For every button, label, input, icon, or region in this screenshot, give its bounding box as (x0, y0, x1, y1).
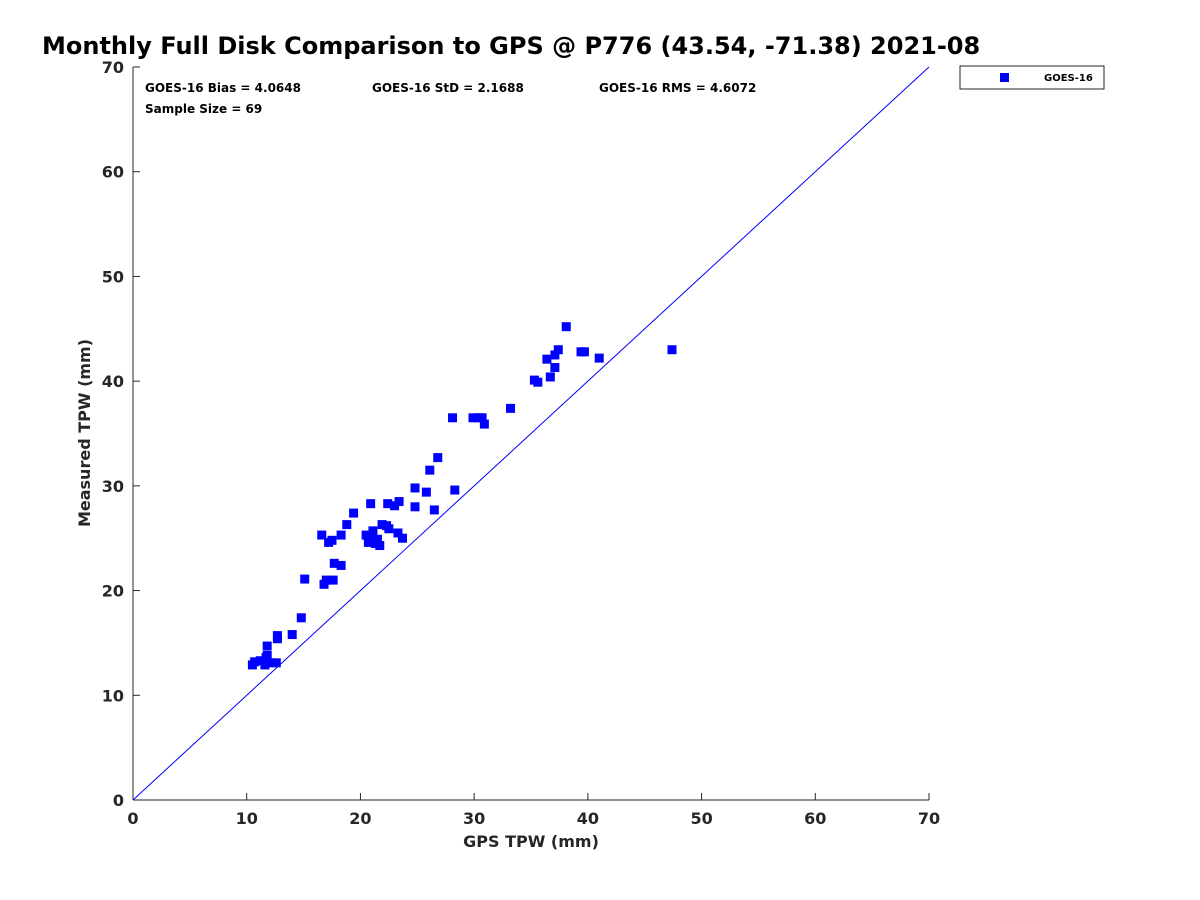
data-point (300, 574, 310, 584)
y-tick-label: 20 (102, 582, 124, 601)
data-point (342, 520, 352, 530)
x-tick-label: 60 (804, 809, 826, 828)
data-point (545, 372, 555, 382)
data-point (398, 533, 408, 543)
data-point (361, 530, 371, 540)
data-point (262, 641, 272, 651)
data-point (594, 353, 604, 363)
x-tick-label: 20 (349, 809, 371, 828)
rms-annotation: GOES-16 RMS = 4.6072 (599, 81, 756, 95)
data-point (287, 630, 297, 640)
legend-box (959, 65, 1105, 90)
data-point (542, 354, 552, 364)
sample-size-annotation: Sample Size = 69 (145, 102, 262, 116)
data-point (410, 502, 420, 512)
data-point (375, 541, 385, 551)
chart-title: Monthly Full Disk Comparison to GPS @ P7… (42, 32, 980, 60)
data-point (506, 403, 516, 413)
data-point (550, 350, 560, 360)
data-point (479, 419, 489, 429)
data-point (328, 575, 338, 585)
data-point (410, 483, 420, 493)
data-point (579, 347, 589, 357)
data-point (450, 485, 460, 495)
data-point (260, 660, 270, 670)
goes16-points (247, 322, 677, 670)
data-point (383, 499, 393, 509)
data-point (336, 560, 346, 570)
data-point (296, 613, 306, 623)
data-point (550, 363, 560, 373)
data-point (366, 533, 376, 543)
y-tick-label: 0 (113, 791, 124, 810)
y-axis-ticks: 0 10 20 30 40 50 60 70 (102, 58, 140, 810)
data-point (349, 508, 359, 518)
data-point (250, 657, 260, 667)
data-point (377, 520, 387, 530)
data-point (667, 345, 677, 355)
legend: GOES-16 (959, 65, 1105, 90)
x-axis-ticks: 0 10 20 30 40 50 60 70 (127, 793, 940, 828)
y-tick-label: 70 (102, 58, 124, 77)
y-axis-label: Measured TPW (mm) (75, 339, 94, 527)
x-tick-label: 30 (463, 809, 485, 828)
data-point (384, 524, 394, 534)
data-point (533, 377, 543, 387)
data-point (368, 526, 378, 536)
data-point (262, 650, 272, 660)
bias-annotation: GOES-16 Bias = 4.0648 (145, 81, 301, 95)
data-point (553, 345, 563, 355)
data-point (421, 487, 431, 497)
plot-area: 0 10 20 30 40 50 60 70 0 10 20 30 40 50 60 70 (102, 58, 940, 828)
data-point (561, 322, 571, 332)
legend-marker (1000, 73, 1009, 82)
data-point (429, 505, 439, 515)
data-point (393, 528, 403, 538)
x-tick-label: 70 (918, 809, 940, 828)
x-tick-label: 40 (577, 809, 599, 828)
data-point (394, 497, 404, 507)
data-point (264, 658, 274, 668)
data-point (271, 658, 281, 668)
data-point (336, 530, 346, 540)
y-tick-label: 10 (102, 686, 124, 705)
data-point (390, 501, 400, 511)
data-point (321, 575, 331, 585)
data-point (433, 453, 443, 463)
data-point (255, 656, 265, 666)
std-annotation: GOES-16 StD = 2.1688 (372, 81, 524, 95)
data-point (448, 413, 458, 423)
data-point (366, 499, 376, 509)
data-point (468, 413, 478, 423)
one-to-one-reference-line (132, 66, 930, 801)
x-tick-label: 50 (690, 809, 712, 828)
legend-label-goes16: GOES-16 (1044, 73, 1093, 84)
data-point (317, 530, 327, 540)
y-tick-label: 50 (102, 267, 124, 286)
x-axis-label: GPS TPW (mm) (463, 832, 599, 851)
data-point (272, 631, 282, 641)
data-point (477, 413, 487, 423)
data-point (329, 558, 339, 568)
data-point (327, 535, 337, 545)
y-tick-label: 30 (102, 477, 124, 496)
data-point (425, 465, 435, 475)
data-point (372, 534, 382, 544)
y-tick-label: 40 (102, 372, 124, 391)
x-tick-label: 0 (127, 809, 138, 828)
y-tick-label: 60 (102, 163, 124, 182)
x-tick-label: 10 (236, 809, 258, 828)
